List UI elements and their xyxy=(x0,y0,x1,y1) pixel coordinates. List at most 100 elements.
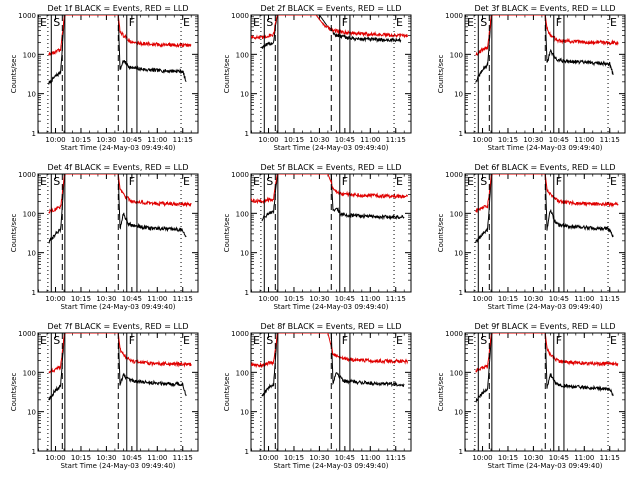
interval-label: E xyxy=(396,175,403,188)
panel-title: Det 9f BLACK = Events, RED = LLD xyxy=(474,322,615,331)
x-tick-label: 10:15 xyxy=(498,295,518,303)
x-tick-label: 10:30 xyxy=(523,454,543,462)
interval-label: F xyxy=(556,334,562,347)
plot-area xyxy=(251,333,409,397)
interval-label: F xyxy=(556,175,562,188)
plot-area xyxy=(475,174,619,244)
x-tick-label: 10:00 xyxy=(472,454,492,462)
series-line-lld xyxy=(48,333,192,374)
series-line-events xyxy=(261,174,405,222)
detector-panel-4: Det 4f BLACK = Events, RED = LLD 1 10 100 10… xyxy=(10,163,199,311)
y-axis-label: Counts/sec xyxy=(437,373,445,412)
x-tick-label: 10:45 xyxy=(335,295,355,303)
x-axis-label: Start Time (24-May-03 09:49:40) xyxy=(60,144,175,152)
interval-label: F xyxy=(342,16,348,29)
y-tick-label: 1 xyxy=(32,289,36,297)
y-tick-label: 10 xyxy=(27,409,36,417)
panel-title: Det 2f BLACK = Events, RED = LLD xyxy=(260,4,401,13)
interval-label: E xyxy=(253,334,260,347)
x-axis-label: Start Time (24-May-03 09:49:40) xyxy=(273,303,388,311)
x-tick-label: 10:30 xyxy=(96,295,116,303)
interval-label: F xyxy=(342,334,348,347)
x-tick-label: 11:15 xyxy=(600,295,620,303)
x-axis-label: Start Time (24-May-03 09:49:40) xyxy=(487,144,602,152)
y-tick-label: 1 xyxy=(245,289,249,297)
y-tick-label: 100 xyxy=(450,369,463,377)
x-tick-label: 10:15 xyxy=(284,295,304,303)
y-tick-label: 10 xyxy=(454,250,463,258)
y-axis-label: Counts/sec xyxy=(437,214,445,253)
plot-area xyxy=(251,15,409,49)
series-line-events xyxy=(475,15,614,83)
x-tick-label: 10:15 xyxy=(71,454,91,462)
y-axis-label: Counts/sec xyxy=(10,55,18,94)
y-tick-label: 10 xyxy=(454,91,463,99)
plot-area xyxy=(48,174,192,244)
detector-panel-6: Det 6f BLACK = Events, RED = LLD 1 10 100 10… xyxy=(437,163,626,311)
x-tick-label: 10:30 xyxy=(309,295,329,303)
series-line-events xyxy=(261,333,405,397)
x-axis-label: Start Time (24-May-03 09:49:40) xyxy=(487,303,602,311)
x-axis-label: Start Time (24-May-03 09:49:40) xyxy=(273,462,388,470)
x-tick-label: 11:15 xyxy=(173,454,193,462)
series-line-lld xyxy=(475,174,619,213)
series-line-lld xyxy=(251,15,409,40)
x-tick-label: 10:45 xyxy=(549,295,569,303)
y-tick-label: 10 xyxy=(27,91,36,99)
x-tick-label: 11:00 xyxy=(574,136,594,144)
interval-label: F xyxy=(129,334,135,347)
y-tick-label: 100 xyxy=(236,369,249,377)
interval-label: S xyxy=(480,175,487,188)
interval-label: E xyxy=(467,175,474,188)
series-line-events xyxy=(48,333,187,401)
y-axis-label: Counts/sec xyxy=(437,55,445,94)
series-line-lld xyxy=(251,333,409,369)
series-line-lld xyxy=(48,174,192,214)
y-axis-label: Counts/sec xyxy=(223,373,231,412)
x-axis-label: Start Time (24-May-03 09:49:40) xyxy=(60,462,175,470)
x-tick-label: 11:15 xyxy=(600,454,620,462)
y-tick-label: 1 xyxy=(459,289,463,297)
y-axis-label: Counts/sec xyxy=(10,214,18,253)
series-line-lld xyxy=(475,333,619,373)
x-tick-label: 11:00 xyxy=(360,136,380,144)
x-tick-label: 10:00 xyxy=(472,136,492,144)
y-tick-label: 10 xyxy=(240,409,249,417)
interval-label: S xyxy=(53,334,60,347)
x-tick-label: 10:30 xyxy=(309,136,329,144)
x-tick-label: 10:00 xyxy=(258,295,278,303)
y-tick-label: 1 xyxy=(245,448,249,456)
interval-label: S xyxy=(266,334,273,347)
interval-label: E xyxy=(40,334,47,347)
detector-panel-1: Det 1f BLACK = Events, RED = LLD 1 10 100 10… xyxy=(10,4,199,152)
panel-title: Det 8f BLACK = Events, RED = LLD xyxy=(260,322,401,331)
panel-title: Det 6f BLACK = Events, RED = LLD xyxy=(474,163,615,172)
y-tick-label: 10 xyxy=(240,91,249,99)
x-tick-label: 11:15 xyxy=(386,295,406,303)
x-tick-label: 10:00 xyxy=(258,136,278,144)
x-tick-label: 11:00 xyxy=(360,295,380,303)
detector-panel-3: Det 3f BLACK = Events, RED = LLD 1 10 100 10… xyxy=(437,4,626,152)
y-tick-label: 100 xyxy=(23,210,36,218)
panel-title: Det 1f BLACK = Events, RED = LLD xyxy=(47,4,188,13)
y-tick-label: 1 xyxy=(245,130,249,138)
detector-panel-8: Det 8f BLACK = Events, RED = LLD 1 10 100 10… xyxy=(223,322,412,470)
x-tick-label: 11:00 xyxy=(147,295,167,303)
x-tick-label: 10:15 xyxy=(284,136,304,144)
x-tick-label: 10:00 xyxy=(45,136,65,144)
x-tick-label: 11:15 xyxy=(386,454,406,462)
detector-panel-2: Det 2f BLACK = Events, RED = LLD 1 10 100 10… xyxy=(223,4,412,152)
detector-panel-9: Det 9f BLACK = Events, RED = LLD 1 10 100 10… xyxy=(437,322,626,470)
x-tick-label: 10:45 xyxy=(549,454,569,462)
interval-label: E xyxy=(183,175,190,188)
y-tick-label: 1000 xyxy=(18,171,36,179)
y-tick-label: 1000 xyxy=(18,330,36,338)
y-tick-label: 1 xyxy=(32,448,36,456)
y-axis-label: Counts/sec xyxy=(10,373,18,412)
interval-label: S xyxy=(266,16,273,29)
series-line-events xyxy=(475,333,614,403)
x-axis-label: Start Time (24-May-03 09:49:40) xyxy=(487,462,602,470)
x-tick-label: 11:00 xyxy=(574,295,594,303)
interval-label: E xyxy=(610,16,617,29)
